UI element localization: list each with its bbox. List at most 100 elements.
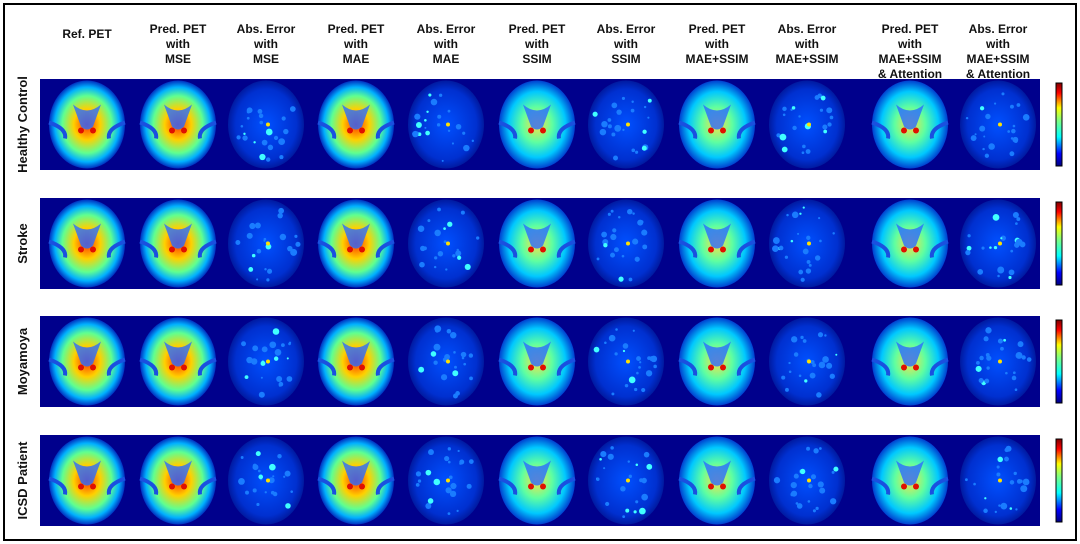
error-speckle bbox=[425, 130, 430, 136]
error-speckle bbox=[240, 456, 244, 459]
error-speckle bbox=[1000, 502, 1008, 510]
error-speckle bbox=[273, 135, 279, 140]
error-speckle bbox=[414, 113, 421, 120]
error-speckle bbox=[1010, 249, 1014, 253]
error-speckle bbox=[633, 510, 637, 514]
error-speckle bbox=[1012, 136, 1019, 143]
error-speckle bbox=[420, 245, 426, 252]
error-speckle bbox=[1012, 124, 1016, 128]
ventricle bbox=[498, 120, 576, 139]
error-speckle bbox=[1020, 485, 1028, 493]
error-speckle bbox=[610, 233, 617, 241]
error-speckle bbox=[266, 278, 270, 282]
error-speckle bbox=[790, 490, 798, 497]
error-speckle bbox=[832, 232, 835, 235]
error-speckle bbox=[1015, 222, 1018, 225]
error-speckle bbox=[252, 464, 259, 471]
column-header: & Attention bbox=[966, 67, 1030, 81]
error-speckle bbox=[425, 503, 432, 509]
error-speckle bbox=[447, 109, 451, 113]
hotspot bbox=[708, 364, 714, 371]
error-speckle bbox=[443, 227, 446, 230]
ventricle bbox=[896, 460, 924, 486]
hotspot bbox=[181, 364, 187, 371]
error-speckle bbox=[965, 116, 969, 120]
error-speckle bbox=[804, 379, 808, 383]
error-speckle bbox=[256, 248, 262, 254]
error-speckle bbox=[647, 116, 650, 119]
error-speckle bbox=[1015, 238, 1023, 246]
error-speckle bbox=[418, 366, 425, 373]
error-speckle bbox=[462, 131, 466, 135]
error-speckle bbox=[264, 491, 267, 494]
error-speckle bbox=[430, 351, 437, 357]
error-speckle bbox=[263, 237, 267, 241]
column-header: MAE+SSIM bbox=[966, 52, 1029, 66]
hotspot bbox=[359, 483, 365, 490]
error-speckle bbox=[1004, 447, 1009, 453]
error-speckle bbox=[272, 491, 278, 497]
error-hotspot bbox=[446, 359, 450, 364]
error-speckle bbox=[795, 502, 799, 505]
error-speckle bbox=[979, 125, 986, 132]
error-speckle bbox=[611, 132, 616, 137]
error-speckle bbox=[618, 215, 621, 219]
error-speckle bbox=[425, 469, 432, 476]
error-speckle bbox=[455, 123, 462, 130]
error-speckle bbox=[277, 454, 282, 459]
error-speckle bbox=[438, 93, 443, 97]
ventricle bbox=[678, 476, 756, 495]
error-speckle bbox=[983, 336, 989, 342]
error-speckle bbox=[469, 376, 473, 381]
hotspot bbox=[901, 127, 907, 134]
column-header: with bbox=[985, 37, 1010, 51]
ventricle bbox=[523, 104, 551, 130]
error-speckle bbox=[417, 225, 425, 233]
error-speckle bbox=[607, 453, 614, 460]
ventricle bbox=[703, 460, 731, 486]
hotspot bbox=[347, 483, 353, 490]
error-speckle bbox=[447, 129, 451, 133]
error-speckle bbox=[415, 471, 422, 477]
error-speckle bbox=[244, 375, 249, 380]
error-speckle bbox=[450, 331, 457, 339]
ventricle bbox=[164, 460, 192, 486]
ventricle bbox=[73, 223, 101, 249]
error-hotspot bbox=[266, 359, 270, 364]
colorbar bbox=[1055, 201, 1063, 286]
hotspot bbox=[78, 364, 84, 371]
error-speckle bbox=[261, 346, 268, 353]
column-header: Abs. Error bbox=[597, 22, 656, 36]
error-speckle bbox=[424, 118, 427, 122]
error-speckle bbox=[460, 210, 465, 215]
error-speckle bbox=[634, 256, 640, 262]
ventricle bbox=[703, 223, 731, 249]
error-speckle bbox=[638, 366, 641, 369]
ventricle bbox=[342, 104, 370, 130]
error-speckle bbox=[636, 371, 639, 375]
hotspot bbox=[528, 364, 534, 371]
ventricle bbox=[73, 341, 101, 367]
error-speckle bbox=[820, 95, 826, 101]
ventricle bbox=[498, 357, 576, 376]
error-speckle bbox=[463, 362, 467, 366]
hotspot bbox=[169, 127, 175, 134]
error-speckle bbox=[238, 478, 245, 485]
error-speckle bbox=[280, 343, 285, 348]
error-speckle bbox=[1026, 357, 1032, 362]
error-speckle bbox=[281, 116, 286, 121]
error-speckle bbox=[813, 448, 819, 454]
error-speckle bbox=[434, 328, 440, 333]
error-speckle bbox=[450, 482, 457, 490]
error-speckle bbox=[246, 116, 250, 120]
column-header: Pred. PET bbox=[509, 22, 566, 36]
error-speckle bbox=[989, 246, 992, 249]
error-speckle bbox=[279, 154, 284, 160]
hotspot bbox=[913, 246, 919, 253]
column-header: with bbox=[524, 37, 549, 51]
error-speckle bbox=[806, 260, 811, 264]
error-speckle bbox=[819, 487, 826, 494]
error-speckle bbox=[798, 269, 804, 275]
error-speckle bbox=[1012, 211, 1019, 218]
error-speckle bbox=[286, 376, 293, 382]
